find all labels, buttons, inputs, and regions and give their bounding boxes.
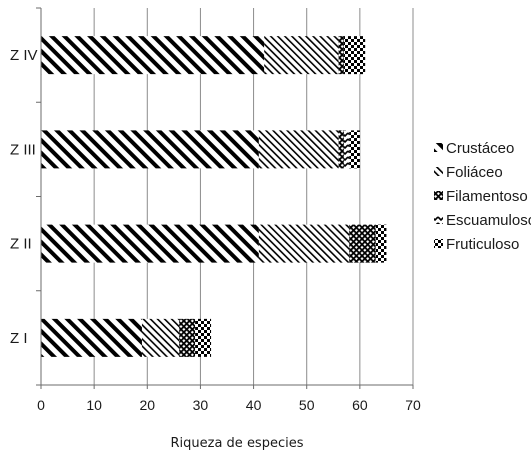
legend-label: Filamentoso <box>446 188 528 205</box>
bar-segment <box>41 130 259 169</box>
legend-label: Escuamuloso <box>446 212 531 229</box>
legend-swatch <box>434 191 443 200</box>
x-tick-label: 10 <box>86 397 102 413</box>
axes <box>36 7 414 389</box>
x-tick-labels: 0 10 20 30 40 50 60 70 <box>37 397 421 413</box>
bar-segment <box>41 36 265 75</box>
y-category-label: Z I <box>10 330 28 347</box>
bar-segment <box>258 224 350 263</box>
bar-segment <box>41 318 142 357</box>
x-tick-label: 0 <box>37 397 45 413</box>
bar-segment <box>349 224 376 263</box>
x-tick-label: 50 <box>299 397 315 413</box>
legend-swatch <box>434 167 443 176</box>
bar-segment <box>195 318 212 357</box>
y-category-labels: Z I Z II Z III Z IV <box>10 47 38 347</box>
x-tick-label: 40 <box>246 397 262 413</box>
bar-segment <box>349 130 360 169</box>
bar-segment <box>258 130 339 169</box>
x-axis-title: Riqueza de especies <box>171 436 304 451</box>
bar-segment <box>141 318 180 357</box>
bar-segment <box>41 224 259 263</box>
legend-label: Foliáceo <box>446 164 503 181</box>
legend-swatch <box>434 143 443 152</box>
x-tick-label: 70 <box>405 397 421 413</box>
legend-swatch <box>434 239 443 248</box>
y-category-label: Z IV <box>10 47 38 64</box>
y-category-label: Z II <box>10 236 32 253</box>
legend-label: Fruticuloso <box>446 236 519 253</box>
legend-swatch <box>434 215 443 224</box>
bar-series <box>41 36 387 357</box>
legend: Crustáceo Foliáceo Filamentoso Escuamuloso F… <box>434 140 531 253</box>
x-tick-label: 30 <box>193 397 209 413</box>
bar-segment <box>179 318 196 357</box>
legend-label: Crustáceo <box>446 140 514 157</box>
x-tick-label: 60 <box>352 397 368 413</box>
bar-segment <box>343 130 350 169</box>
x-tick-label: 20 <box>139 397 155 413</box>
bar-segment <box>264 36 339 75</box>
bar-segment <box>338 130 344 169</box>
y-category-label: Z III <box>10 141 36 158</box>
bar-segment <box>338 36 344 75</box>
bar-segment <box>343 36 366 75</box>
bar-segment <box>375 224 387 263</box>
